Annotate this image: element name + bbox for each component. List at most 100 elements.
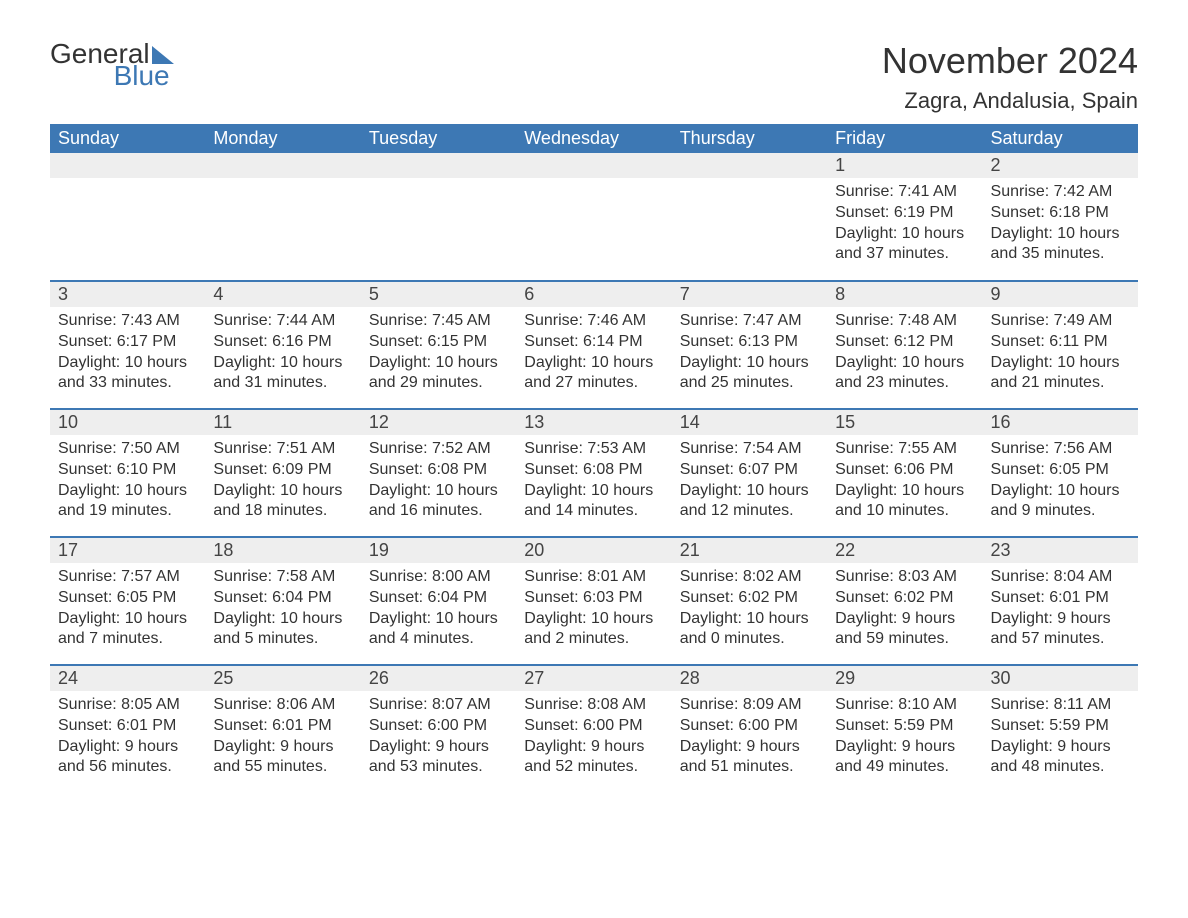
day-number-empty bbox=[361, 153, 516, 178]
day-daylight1: Daylight: 10 hours bbox=[680, 481, 819, 502]
day-daylight2: and 18 minutes. bbox=[213, 501, 352, 522]
day-sunset: Sunset: 6:00 PM bbox=[524, 716, 663, 737]
day-content: Sunrise: 7:52 AMSunset: 6:08 PMDaylight:… bbox=[361, 435, 516, 530]
day-daylight2: and 55 minutes. bbox=[213, 757, 352, 778]
day-number: 25 bbox=[205, 666, 360, 691]
day-daylight2: and 51 minutes. bbox=[680, 757, 819, 778]
day-sunrise: Sunrise: 7:44 AM bbox=[213, 311, 352, 332]
day-daylight1: Daylight: 9 hours bbox=[524, 737, 663, 758]
day-number-empty bbox=[50, 153, 205, 178]
day-daylight2: and 31 minutes. bbox=[213, 373, 352, 394]
day-sunset: Sunset: 6:12 PM bbox=[835, 332, 974, 353]
day-daylight1: Daylight: 9 hours bbox=[58, 737, 197, 758]
day-content: Sunrise: 8:05 AMSunset: 6:01 PMDaylight:… bbox=[50, 691, 205, 786]
day-daylight2: and 56 minutes. bbox=[58, 757, 197, 778]
day-daylight2: and 59 minutes. bbox=[835, 629, 974, 650]
day-number: 22 bbox=[827, 538, 982, 563]
day-sunrise: Sunrise: 7:45 AM bbox=[369, 311, 508, 332]
day-daylight2: and 14 minutes. bbox=[524, 501, 663, 522]
day-sunset: Sunset: 6:19 PM bbox=[835, 203, 974, 224]
calendar-day-cell: 24Sunrise: 8:05 AMSunset: 6:01 PMDayligh… bbox=[50, 665, 205, 793]
day-number: 19 bbox=[361, 538, 516, 563]
calendar-day-cell bbox=[205, 153, 360, 281]
calendar-day-cell: 6Sunrise: 7:46 AMSunset: 6:14 PMDaylight… bbox=[516, 281, 671, 409]
calendar-header-row: Sunday Monday Tuesday Wednesday Thursday… bbox=[50, 124, 1138, 153]
day-sunset: Sunset: 6:08 PM bbox=[369, 460, 508, 481]
day-number: 20 bbox=[516, 538, 671, 563]
day-daylight2: and 0 minutes. bbox=[680, 629, 819, 650]
day-sunset: Sunset: 6:08 PM bbox=[524, 460, 663, 481]
calendar-week-row: 10Sunrise: 7:50 AMSunset: 6:10 PMDayligh… bbox=[50, 409, 1138, 537]
calendar-day-cell: 11Sunrise: 7:51 AMSunset: 6:09 PMDayligh… bbox=[205, 409, 360, 537]
day-daylight1: Daylight: 10 hours bbox=[213, 353, 352, 374]
day-daylight1: Daylight: 10 hours bbox=[991, 353, 1130, 374]
day-daylight1: Daylight: 10 hours bbox=[991, 224, 1130, 245]
day-sunset: Sunset: 6:11 PM bbox=[991, 332, 1130, 353]
day-daylight2: and 35 minutes. bbox=[991, 244, 1130, 265]
day-content: Sunrise: 8:10 AMSunset: 5:59 PMDaylight:… bbox=[827, 691, 982, 786]
day-daylight1: Daylight: 9 hours bbox=[991, 737, 1130, 758]
day-sunset: Sunset: 6:00 PM bbox=[680, 716, 819, 737]
day-daylight1: Daylight: 10 hours bbox=[213, 481, 352, 502]
day-sunset: Sunset: 6:14 PM bbox=[524, 332, 663, 353]
day-number: 6 bbox=[516, 282, 671, 307]
day-number: 21 bbox=[672, 538, 827, 563]
day-daylight2: and 2 minutes. bbox=[524, 629, 663, 650]
day-number: 7 bbox=[672, 282, 827, 307]
day-daylight1: Daylight: 10 hours bbox=[524, 609, 663, 630]
day-sunrise: Sunrise: 7:53 AM bbox=[524, 439, 663, 460]
day-content: Sunrise: 7:47 AMSunset: 6:13 PMDaylight:… bbox=[672, 307, 827, 402]
calendar-day-cell: 28Sunrise: 8:09 AMSunset: 6:00 PMDayligh… bbox=[672, 665, 827, 793]
day-daylight2: and 52 minutes. bbox=[524, 757, 663, 778]
day-content: Sunrise: 8:04 AMSunset: 6:01 PMDaylight:… bbox=[983, 563, 1138, 658]
calendar-day-cell: 20Sunrise: 8:01 AMSunset: 6:03 PMDayligh… bbox=[516, 537, 671, 665]
calendar-day-cell: 17Sunrise: 7:57 AMSunset: 6:05 PMDayligh… bbox=[50, 537, 205, 665]
day-content: Sunrise: 8:09 AMSunset: 6:00 PMDaylight:… bbox=[672, 691, 827, 786]
day-content: Sunrise: 7:42 AMSunset: 6:18 PMDaylight:… bbox=[983, 178, 1138, 273]
day-sunrise: Sunrise: 8:10 AM bbox=[835, 695, 974, 716]
calendar-day-cell: 4Sunrise: 7:44 AMSunset: 6:16 PMDaylight… bbox=[205, 281, 360, 409]
day-content: Sunrise: 7:54 AMSunset: 6:07 PMDaylight:… bbox=[672, 435, 827, 530]
day-sunset: Sunset: 6:01 PM bbox=[991, 588, 1130, 609]
calendar-week-row: 24Sunrise: 8:05 AMSunset: 6:01 PMDayligh… bbox=[50, 665, 1138, 793]
day-sunrise: Sunrise: 8:07 AM bbox=[369, 695, 508, 716]
calendar-day-cell: 7Sunrise: 7:47 AMSunset: 6:13 PMDaylight… bbox=[672, 281, 827, 409]
calendar-day-cell: 9Sunrise: 7:49 AMSunset: 6:11 PMDaylight… bbox=[983, 281, 1138, 409]
calendar-day-cell: 30Sunrise: 8:11 AMSunset: 5:59 PMDayligh… bbox=[983, 665, 1138, 793]
day-number: 5 bbox=[361, 282, 516, 307]
day-daylight2: and 12 minutes. bbox=[680, 501, 819, 522]
day-sunrise: Sunrise: 8:05 AM bbox=[58, 695, 197, 716]
day-content: Sunrise: 8:06 AMSunset: 6:01 PMDaylight:… bbox=[205, 691, 360, 786]
day-sunrise: Sunrise: 7:41 AM bbox=[835, 182, 974, 203]
day-daylight2: and 37 minutes. bbox=[835, 244, 974, 265]
day-sunset: Sunset: 6:02 PM bbox=[680, 588, 819, 609]
day-sunrise: Sunrise: 7:48 AM bbox=[835, 311, 974, 332]
calendar-table: Sunday Monday Tuesday Wednesday Thursday… bbox=[50, 124, 1138, 793]
day-number: 9 bbox=[983, 282, 1138, 307]
col-monday: Monday bbox=[205, 124, 360, 153]
calendar-day-cell: 16Sunrise: 7:56 AMSunset: 6:05 PMDayligh… bbox=[983, 409, 1138, 537]
day-sunrise: Sunrise: 7:56 AM bbox=[991, 439, 1130, 460]
day-daylight1: Daylight: 10 hours bbox=[58, 353, 197, 374]
day-sunset: Sunset: 6:05 PM bbox=[58, 588, 197, 609]
day-daylight1: Daylight: 10 hours bbox=[524, 481, 663, 502]
day-sunset: Sunset: 6:06 PM bbox=[835, 460, 974, 481]
col-sunday: Sunday bbox=[50, 124, 205, 153]
day-content: Sunrise: 7:49 AMSunset: 6:11 PMDaylight:… bbox=[983, 307, 1138, 402]
day-sunrise: Sunrise: 7:52 AM bbox=[369, 439, 508, 460]
day-sunset: Sunset: 5:59 PM bbox=[835, 716, 974, 737]
day-sunrise: Sunrise: 7:46 AM bbox=[524, 311, 663, 332]
calendar-day-cell: 27Sunrise: 8:08 AMSunset: 6:00 PMDayligh… bbox=[516, 665, 671, 793]
day-sunrise: Sunrise: 8:00 AM bbox=[369, 567, 508, 588]
day-daylight2: and 53 minutes. bbox=[369, 757, 508, 778]
day-content: Sunrise: 8:00 AMSunset: 6:04 PMDaylight:… bbox=[361, 563, 516, 658]
calendar-day-cell: 19Sunrise: 8:00 AMSunset: 6:04 PMDayligh… bbox=[361, 537, 516, 665]
day-sunrise: Sunrise: 8:09 AM bbox=[680, 695, 819, 716]
logo: General Blue bbox=[50, 40, 174, 90]
day-sunrise: Sunrise: 7:57 AM bbox=[58, 567, 197, 588]
calendar-day-cell: 23Sunrise: 8:04 AMSunset: 6:01 PMDayligh… bbox=[983, 537, 1138, 665]
day-daylight2: and 23 minutes. bbox=[835, 373, 974, 394]
day-sunrise: Sunrise: 8:02 AM bbox=[680, 567, 819, 588]
day-daylight2: and 4 minutes. bbox=[369, 629, 508, 650]
day-daylight1: Daylight: 9 hours bbox=[213, 737, 352, 758]
